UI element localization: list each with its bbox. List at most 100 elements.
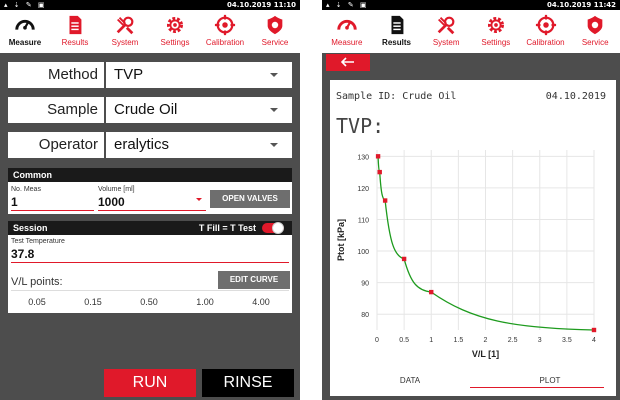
- tfill-label: T Fill = T Test: [198, 223, 256, 233]
- chevron-down-icon: [270, 108, 278, 112]
- nav-service-label: Service: [261, 38, 289, 47]
- crosshair-icon: [214, 14, 236, 36]
- crosshair-icon: [535, 14, 557, 36]
- no-meas-underline: [11, 210, 94, 211]
- nav-measure[interactable]: Measure: [0, 10, 50, 53]
- method-label: Method: [8, 62, 104, 88]
- nav-service[interactable]: Service: [250, 10, 300, 53]
- nav-service-label: Service: [581, 38, 609, 47]
- vl-value: 0.50: [140, 297, 158, 307]
- nav-calibration-label: Calibration: [205, 38, 245, 47]
- method-select[interactable]: TVP: [106, 62, 292, 88]
- nav-calibration[interactable]: Calibration: [200, 10, 250, 53]
- nav-results[interactable]: Results: [50, 10, 100, 53]
- nav-results-label: Results: [382, 38, 411, 47]
- vl-points-label: V/L points:: [11, 276, 63, 288]
- vl-divider: [11, 290, 289, 291]
- sample-label: Sample: [8, 97, 104, 123]
- vl-value: 0.05: [28, 297, 46, 307]
- session-panel: Session T Fill = T Test Test Temperature…: [8, 221, 292, 313]
- test-temperature-field[interactable]: 37.8: [11, 247, 35, 261]
- sample-value: Crude Oil: [114, 101, 178, 118]
- method-row: Method TVP: [8, 62, 292, 88]
- no-meas-label: No. Meas: [11, 186, 41, 193]
- top-nav: Measure Results System Settings Calibrat…: [322, 10, 620, 53]
- nav-measure-label: Measure: [331, 38, 363, 47]
- nav-system[interactable]: System: [421, 10, 471, 53]
- nav-settings[interactable]: Settings: [150, 10, 200, 53]
- measure-screen: ▴ ⇣ ✎ ▣ 04.10.2019 11:10 Measure Results…: [0, 0, 300, 400]
- common-panel: Common No. Meas 1 Volume [ml] 1000 OPEN …: [8, 168, 292, 214]
- toggle-knob: [272, 222, 284, 234]
- chevron-down-icon: [270, 143, 278, 147]
- volume-select[interactable]: 1000: [98, 195, 125, 209]
- run-button[interactable]: RUN: [104, 369, 196, 397]
- back-button[interactable]: [326, 54, 370, 71]
- status-clock: 04.10.2019 11:10: [226, 1, 296, 9]
- volume-underline: [98, 210, 206, 211]
- rinse-button[interactable]: RINSE: [202, 369, 294, 397]
- x-tick-label: 1: [429, 337, 433, 344]
- sample-select[interactable]: Crude Oil: [106, 97, 292, 123]
- series-line: [377, 156, 595, 331]
- nav-settings-label: Settings: [160, 38, 190, 47]
- operator-label: Operator: [8, 132, 104, 158]
- nav-service[interactable]: Service: [570, 10, 620, 53]
- data-point: [591, 327, 597, 333]
- status-clock: 04.10.2019 11:42: [546, 1, 616, 9]
- tools-icon: [435, 14, 457, 36]
- y-axis-label: Ptot [kPa]: [336, 219, 346, 261]
- test-temperature-label: Test Temperature: [11, 238, 65, 245]
- arrow-left-icon: [340, 54, 355, 71]
- no-meas-field[interactable]: 1: [11, 195, 18, 209]
- y-tick-label: 90: [361, 281, 369, 288]
- nav-settings-label: Settings: [481, 38, 511, 47]
- y-tick-label: 120: [357, 186, 369, 193]
- nav-results-label: Results: [61, 38, 89, 47]
- operator-select[interactable]: eralytics: [106, 132, 292, 158]
- y-tick-label: 130: [357, 154, 369, 161]
- vl-value: 4.00: [252, 297, 270, 307]
- tvp-plot: 0 0.5 1 1.5 2 2.5 3 3.5 4 80 90 100 110 120 130 V/L [1]…: [336, 150, 597, 359]
- x-axis-label: V/L [1]: [472, 349, 499, 359]
- nav-system-label: System: [432, 38, 460, 47]
- nav-results[interactable]: Results: [372, 10, 422, 53]
- document-icon: [64, 14, 86, 36]
- common-title: Common: [8, 168, 292, 182]
- vl-value: 1.00: [196, 297, 214, 307]
- data-point: [429, 289, 434, 295]
- gauge-icon: [14, 14, 36, 36]
- result-date: 04.10.2019: [545, 91, 606, 102]
- data-point: [375, 154, 381, 159]
- document-icon: [386, 14, 408, 36]
- tfill-toggle[interactable]: [262, 222, 284, 234]
- tab-plot[interactable]: PLOT: [539, 376, 561, 385]
- gear-icon: [485, 14, 507, 36]
- results-screen: ▴ ⇣ ✎ ▣ 04.10.2019 11:42 Measure Results…: [322, 0, 620, 400]
- open-valves-button[interactable]: OPEN VALVES: [210, 190, 290, 208]
- nav-settings[interactable]: Settings: [471, 10, 521, 53]
- nav-calibration[interactable]: Calibration: [521, 10, 571, 53]
- gear-icon: [164, 14, 186, 36]
- result-card: Sample ID: Crude Oil 04.10.2019 TVP: 0 0.…: [330, 80, 616, 396]
- gauge-icon: [336, 14, 358, 36]
- test-temperature-underline: [11, 262, 289, 263]
- session-title: Session: [13, 223, 48, 233]
- x-tick-label: 0.5: [399, 337, 409, 344]
- nav-system[interactable]: System: [100, 10, 150, 53]
- nav-system-label: System: [111, 38, 139, 47]
- result-title: TVP:: [336, 114, 385, 138]
- edit-curve-button[interactable]: EDIT CURVE: [218, 271, 290, 289]
- x-tick-label: 3.5: [562, 337, 572, 344]
- sample-row: Sample Crude Oil: [8, 97, 292, 123]
- nav-measure[interactable]: Measure: [322, 10, 372, 53]
- tab-data[interactable]: DATA: [399, 376, 421, 385]
- nav-calibration-label: Calibration: [526, 38, 565, 47]
- vl-values: 0.05 0.15 0.50 1.00 4.00: [8, 297, 292, 311]
- volume-label: Volume [ml]: [98, 186, 135, 193]
- y-tick-label: 100: [357, 249, 369, 256]
- x-tick-label: 4: [592, 337, 596, 344]
- session-header: Session T Fill = T Test: [8, 221, 292, 235]
- chevron-down-icon: [196, 198, 202, 201]
- chevron-down-icon: [270, 73, 278, 77]
